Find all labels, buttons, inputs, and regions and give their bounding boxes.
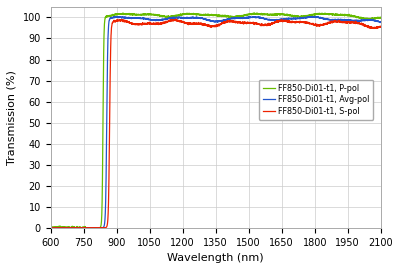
FF850-Di01-t1, S-pol	[106, 218, 110, 221]
Line: FF850-Di01-t1, S-pol: FF850-Di01-t1, S-pol	[50, 19, 381, 228]
FF850-Di01-t1, P-pol	[378, 16, 383, 19]
FF850-Di01-t1, S-pol	[175, 19, 180, 22]
FF850-Di01-t1, P-pol	[189, 12, 194, 15]
FF850-Di01-t1, S-pol	[86, 226, 91, 230]
FF850-Di01-t1, P-pol	[86, 226, 91, 230]
FF850-Di01-t1, S-pol	[48, 226, 53, 230]
FF850-Di01-t1, Avg-pol	[48, 226, 53, 230]
FF850-Di01-t1, Avg-pol	[311, 15, 316, 18]
FF850-Di01-t1, P-pol	[48, 226, 53, 230]
Line: FF850-Di01-t1, P-pol: FF850-Di01-t1, P-pol	[50, 13, 381, 228]
X-axis label: Wavelength (nm): Wavelength (nm)	[167, 253, 264, 263]
FF850-Di01-t1, P-pol	[106, 15, 110, 18]
FF850-Di01-t1, P-pol	[175, 14, 180, 17]
Line: FF850-Di01-t1, Avg-pol: FF850-Di01-t1, Avg-pol	[50, 16, 381, 228]
FF850-Di01-t1, Avg-pol	[86, 226, 91, 230]
Legend: FF850-Di01-t1, P-pol, FF850-Di01-t1, Avg-pol, FF850-Di01-t1, S-pol: FF850-Di01-t1, P-pol, FF850-Di01-t1, Avg…	[259, 80, 374, 120]
FF850-Di01-t1, P-pol	[372, 16, 377, 19]
Y-axis label: Transmission (%): Transmission (%)	[7, 70, 17, 165]
FF850-Di01-t1, Avg-pol	[372, 19, 377, 22]
FF850-Di01-t1, S-pol	[174, 18, 179, 21]
FF850-Di01-t1, Avg-pol	[189, 16, 194, 19]
FF850-Di01-t1, S-pol	[189, 23, 194, 26]
FF850-Di01-t1, Avg-pol	[106, 41, 110, 45]
FF850-Di01-t1, S-pol	[336, 20, 341, 23]
FF850-Di01-t1, P-pol	[336, 13, 341, 16]
FF850-Di01-t1, P-pol	[252, 11, 256, 14]
FF850-Di01-t1, S-pol	[372, 26, 377, 29]
FF850-Di01-t1, Avg-pol	[378, 20, 383, 23]
FF850-Di01-t1, Avg-pol	[336, 18, 341, 22]
FF850-Di01-t1, S-pol	[378, 25, 383, 28]
FF850-Di01-t1, Avg-pol	[175, 16, 180, 19]
